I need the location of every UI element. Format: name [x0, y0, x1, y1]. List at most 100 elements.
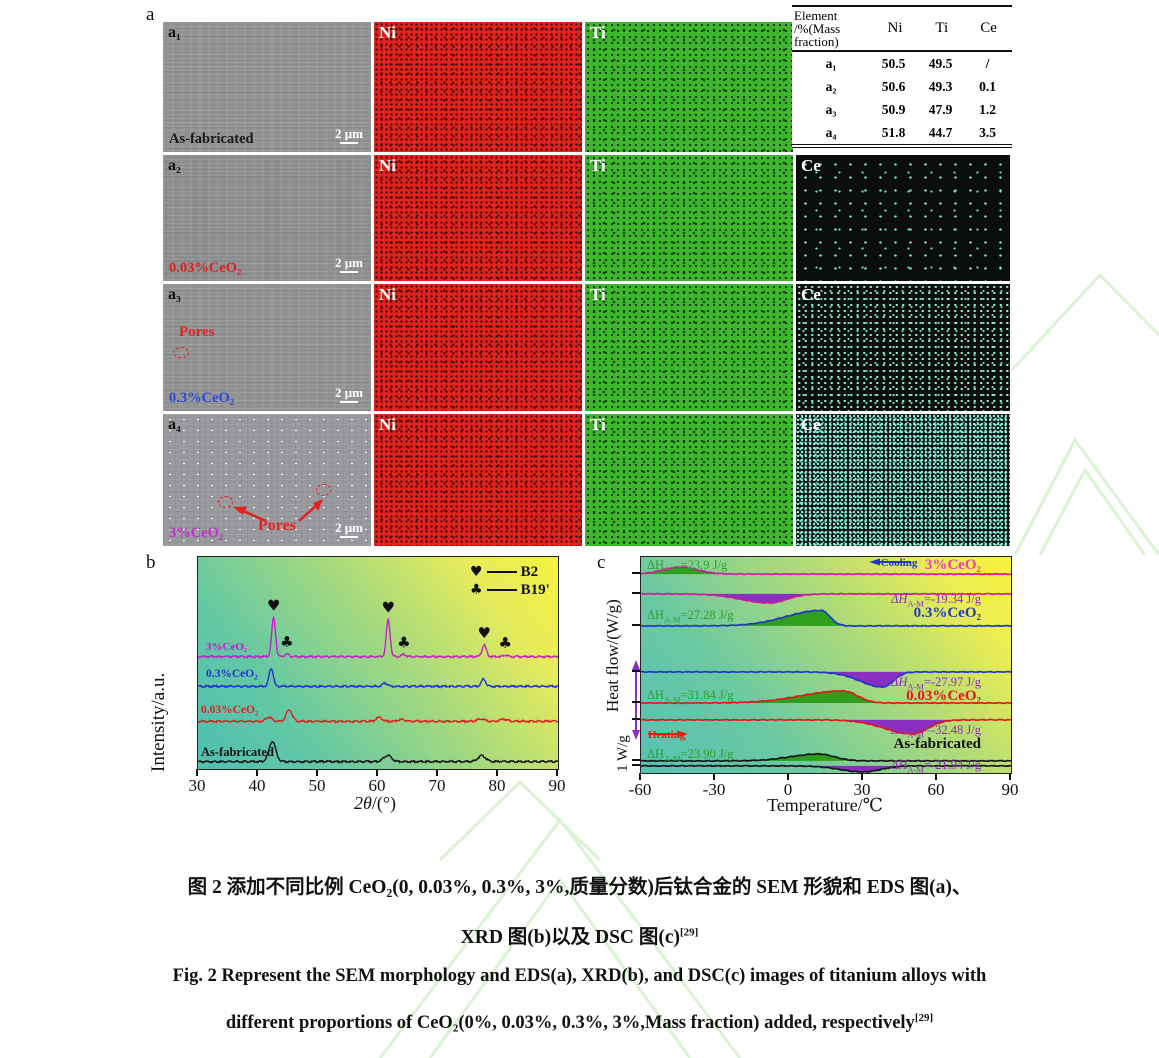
axis-tick	[632, 758, 640, 761]
legend-line	[486, 571, 517, 573]
pore-circle-icon	[173, 347, 189, 358]
dsc-scale-label: 1 W/g	[615, 735, 631, 772]
dh-subscript: A-M	[907, 764, 924, 775]
sem-image-a2: a₂ 0.03%CeO₂ 2 μm	[163, 155, 371, 281]
axis-tick	[632, 623, 640, 626]
axis-tick-label: 50	[308, 776, 326, 795]
axis-tick	[376, 769, 378, 776]
scale-bar-text: 2 μm	[335, 254, 363, 270]
scale-bar-line	[340, 535, 359, 538]
dsc-sample-label: 3%CeO₂	[924, 557, 981, 573]
row-label: a₃	[825, 101, 837, 117]
club-icon: ♣	[470, 582, 483, 598]
xrd-series-label: 3%CeO₂	[206, 641, 248, 653]
sem-image-a3: a₃ Pores 0.3%CeO₂ 2 μm	[163, 284, 371, 411]
right-arrow-icon	[648, 730, 688, 738]
xrd-series-label: As-fabricated	[201, 745, 274, 759]
scale-bar-text: 2 μm	[335, 384, 363, 400]
axis-tick-label: 80	[488, 776, 506, 795]
dh-subscript: A-M	[664, 564, 681, 575]
tile-id: a₁	[168, 24, 181, 41]
dsc-sample-label: 0.3%CeO₂	[913, 605, 981, 621]
pore-circle-icon	[218, 496, 233, 508]
dsc-sample-label: 0.03%CeO₂	[906, 688, 981, 704]
axis-tick-label: 0	[783, 780, 793, 799]
dsc-y-axis-label: Heat flow/(W/g)	[603, 599, 622, 712]
scale-bar-line	[340, 400, 359, 403]
dh-prefix: ΔH	[647, 558, 665, 572]
chart-path	[641, 566, 1011, 576]
eds-map-ti-a3: Ti	[585, 284, 793, 411]
dsc-enthalpy-label: ΔHA-M=23.9 J/g	[647, 558, 727, 575]
dh-prefix: ΔH	[891, 758, 908, 772]
map-label-ti: Ti	[590, 23, 606, 42]
eds-map-ce-a2: Ce	[796, 155, 1010, 281]
tile-id: a₃	[168, 286, 181, 303]
chart-path	[641, 718, 1011, 736]
dh-subscript: A-M	[907, 681, 924, 692]
chart-path	[641, 689, 1011, 705]
dh-value: =-32.48 J/g	[923, 723, 981, 737]
scale-bar: 2 μm	[335, 254, 363, 273]
scale-bar: 2 μm	[335, 521, 363, 538]
table-header-row: Element /%(Mass fraction) Ni Ti Ce	[792, 7, 1012, 52]
caption-zh-line1: 图 2 添加不同比例 CeO₂(0, 0.03%, 0.3%, 3%,质量分数)…	[187, 877, 972, 898]
map-label-ce: Ce	[801, 285, 821, 304]
axis-tick-label: 90	[548, 776, 566, 795]
dsc-enthalpy-label: ΔHA-M=-27.97 J/g	[891, 675, 981, 692]
dsc-enthalpy-label: ΔHA-M=-21.94 J/g	[891, 758, 981, 775]
dh-prefix: ΔH	[891, 675, 908, 689]
chart-path	[198, 709, 558, 724]
eds-map-ni-a4: Ni	[374, 414, 582, 546]
cell-ti: 44.7	[928, 124, 953, 140]
tile-id: a₂	[168, 157, 181, 174]
axis-tick-label: -60	[628, 780, 652, 799]
phase-marker-icon: ♥	[267, 596, 280, 614]
axis-tick-label: 90	[1001, 780, 1019, 799]
scale-bar-line	[340, 141, 359, 144]
row-label: a₁	[825, 55, 837, 71]
phase-marker-icon: ♣	[498, 634, 511, 652]
cooling-annotation: Cooling	[869, 557, 929, 569]
eds-map-ti-a4: Ti	[585, 414, 793, 546]
axis-tick	[787, 773, 789, 780]
phase-marker-icon: ♣	[280, 633, 293, 651]
panel-a-label: a	[146, 4, 155, 25]
axis-tick	[496, 769, 498, 776]
xrd-curves: ♥ ♥♥♣ ♣ ♣	[198, 596, 558, 764]
dsc-curves	[641, 566, 1011, 773]
chart-path	[198, 615, 558, 660]
chart-path	[641, 764, 1011, 773]
dh-subscript: A-M	[664, 614, 681, 625]
eds-map-ni-a1: Ni	[374, 22, 582, 152]
axis-tick	[196, 769, 198, 776]
chart-path	[641, 719, 1011, 735]
legend-entry-b2: ♥ B2	[470, 563, 550, 581]
chart-path	[198, 667, 558, 689]
dsc-enthalpy-label: ΔHA-M=27.28 J/g	[647, 608, 734, 625]
dh-prefix: ΔH	[647, 608, 665, 622]
cell-ce: 0.1	[979, 78, 996, 94]
header-line: fraction)	[794, 34, 839, 49]
cell-ti: 47.9	[928, 101, 953, 117]
cell-ti: 49.5	[928, 55, 953, 71]
reference-superscript: [29]	[914, 1012, 934, 1024]
scale-bar-line	[340, 270, 359, 273]
axis-tick	[256, 769, 258, 776]
axis-tick	[632, 669, 640, 672]
chart-path	[641, 753, 1011, 762]
dsc-enthalpy-label: ΔHA-M=-32.48 J/g	[891, 723, 981, 740]
tile-id: a₄	[168, 416, 181, 433]
axis-tick	[436, 769, 438, 776]
left-arrow-icon	[869, 558, 911, 566]
row-label: a₄	[825, 124, 837, 140]
axis-tick-label: 60	[927, 780, 945, 799]
table-header-ni: Ni	[887, 20, 903, 36]
table-row: a₄ 51.8 44.7 3.5	[792, 121, 1012, 144]
axis-tick	[639, 773, 641, 780]
chart-path	[198, 740, 558, 764]
eds-map-ti-a2: Ti	[585, 155, 793, 281]
axis-tick-label: 30	[853, 780, 871, 799]
map-label-ni: Ni	[379, 415, 396, 434]
